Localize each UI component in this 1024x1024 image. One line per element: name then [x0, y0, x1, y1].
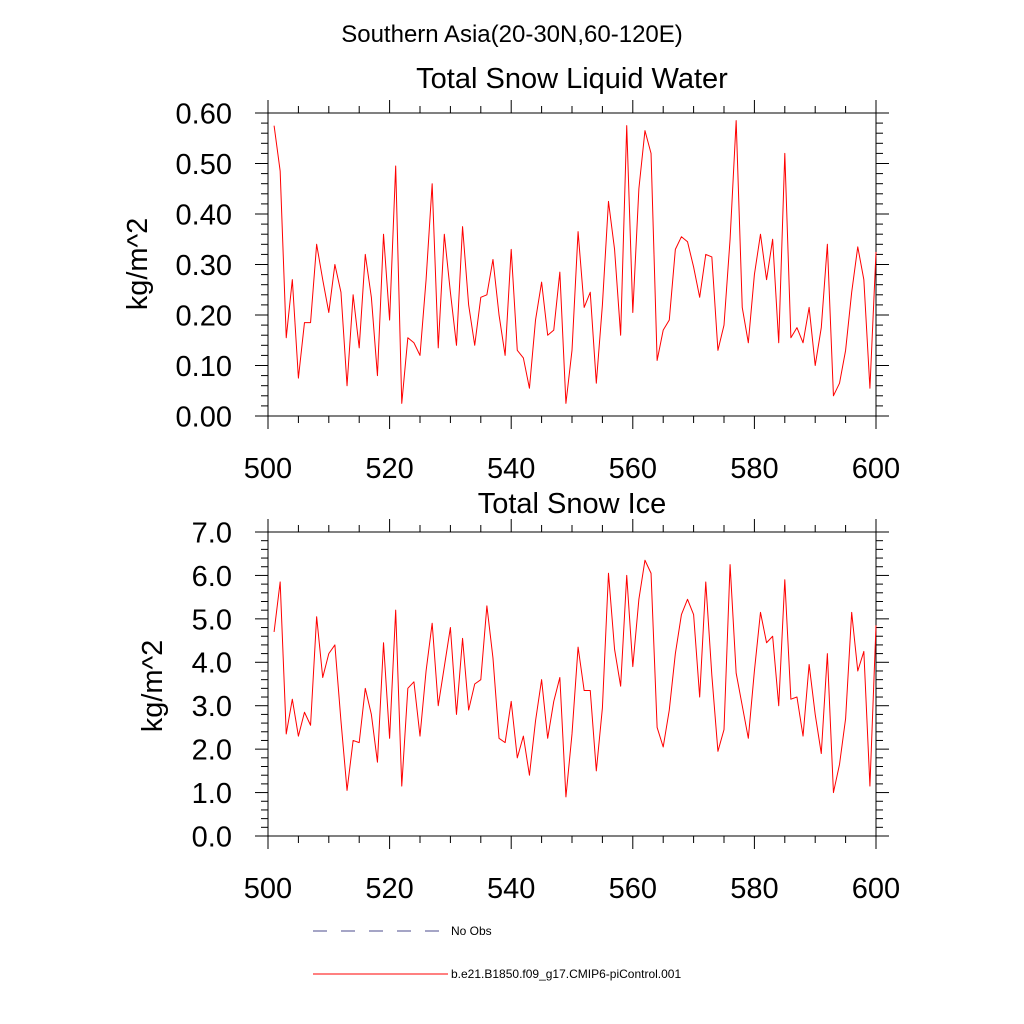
- figure-suptitle: Southern Asia(20-30N,60-120E): [341, 21, 683, 48]
- x-tick-label: 540: [487, 453, 535, 485]
- y-axis-label: kg/m^2: [137, 640, 169, 733]
- y-tick-label: 0.0: [192, 821, 232, 853]
- legend: No Obs b.e21.B1850.f09_g17.CMIP6-piContr…: [313, 924, 681, 981]
- x-tick-label: 560: [609, 453, 657, 485]
- y-tick-label: 0.00: [176, 401, 232, 433]
- x-tick-label: 580: [730, 873, 778, 905]
- y-tick-label: 1.0: [192, 778, 232, 810]
- y-tick-label: 7.0: [192, 517, 232, 549]
- series-line: [273, 559, 877, 798]
- x-tick-label: 500: [244, 453, 292, 485]
- y-tick-label: 4.0: [192, 648, 232, 680]
- panel-snow-liquid-water: Total Snow Liquid Water kg/m^2 500 520 540…: [122, 63, 900, 485]
- legend-obs-label: No Obs: [451, 924, 492, 938]
- x-tick-label: 520: [365, 453, 413, 485]
- y-tick-label: 0.10: [176, 351, 232, 383]
- x-tick-label: 540: [487, 873, 535, 905]
- chart-title: Total Snow Liquid Water: [416, 63, 728, 95]
- y-tick-label: 0.20: [176, 300, 232, 332]
- legend-model-label: b.e21.B1850.f09_g17.CMIP6-piControl.001: [451, 967, 681, 981]
- series-line: [273, 120, 877, 404]
- y-tick-label: 0.60: [176, 98, 232, 130]
- panel-snow-ice: Total Snow Ice kg/m^2 500 520 540 560 580 600…: [137, 488, 900, 905]
- chart-title: Total Snow Ice: [478, 488, 667, 520]
- y-tick-label: 6.0: [192, 561, 232, 593]
- x-tick-label: 600: [852, 453, 900, 485]
- x-tick-label: 500: [244, 873, 292, 905]
- x-tick-label: 520: [365, 873, 413, 905]
- y-tick-label: 0.40: [176, 199, 232, 231]
- x-tick-label: 600: [852, 873, 900, 905]
- y-tick-label: 2.0: [192, 735, 232, 767]
- y-tick-label: 0.30: [176, 250, 232, 282]
- plot-frame: [267, 531, 877, 837]
- x-tick-label: 580: [730, 453, 778, 485]
- y-tick-label: 3.0: [192, 691, 232, 723]
- y-axis-label: kg/m^2: [122, 218, 154, 311]
- x-tick-label: 560: [609, 873, 657, 905]
- y-tick-label: 5.0: [192, 604, 232, 636]
- y-tick-label: 0.50: [176, 149, 232, 181]
